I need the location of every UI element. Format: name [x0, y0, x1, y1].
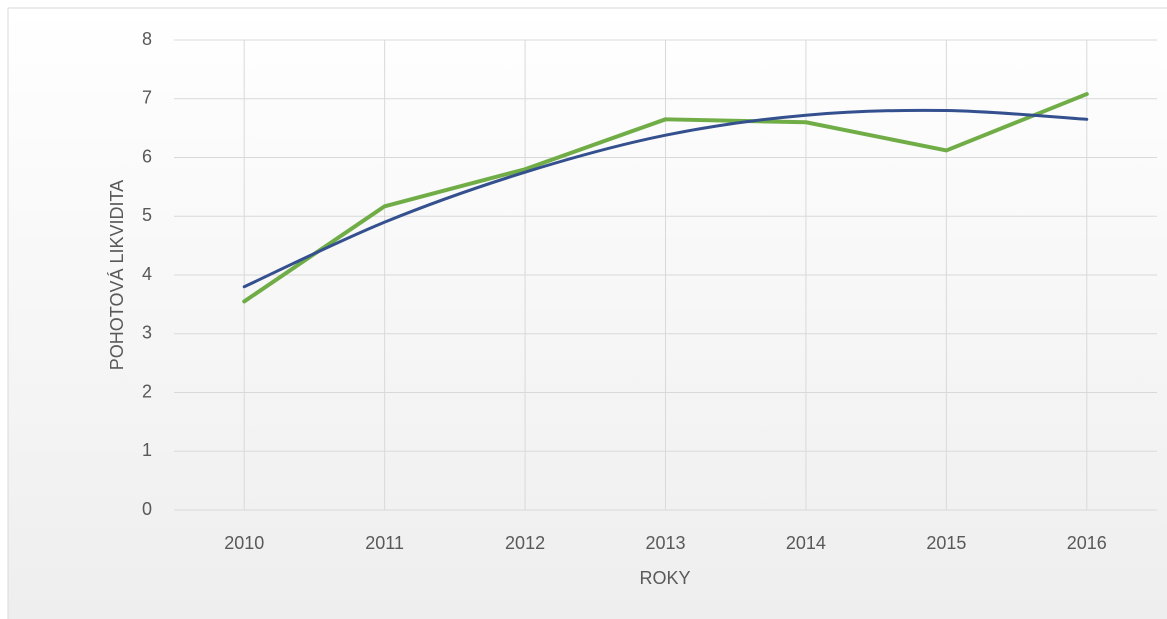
- y-tick-label: 1: [142, 440, 152, 460]
- series-line: [242, 92, 1089, 304]
- series-line: [242, 108, 1089, 289]
- y-tick-label: 3: [142, 323, 152, 343]
- x-tick-label: 2014: [786, 533, 826, 553]
- y-tick-label: 8: [142, 29, 152, 49]
- x-tick-label: 2011: [365, 533, 404, 553]
- y-tick-label: 2: [142, 381, 152, 401]
- y-tick-label: 5: [142, 205, 152, 225]
- x-tick-label: 2016: [1067, 533, 1107, 553]
- x-axis-title: ROKY: [639, 568, 690, 588]
- x-tick-label: 2013: [645, 533, 685, 553]
- chart-area: [8, 8, 1167, 619]
- y-tick-label: 0: [142, 499, 152, 519]
- x-tick-label: 2012: [505, 533, 545, 553]
- y-tick-label: 4: [142, 264, 152, 284]
- x-tick-label: 2015: [926, 533, 966, 553]
- x-tick-label: 2010: [224, 533, 264, 553]
- y-tick-label: 6: [142, 146, 152, 166]
- y-axis-title: POHOTOVÁ LIKVIDITA: [107, 180, 127, 370]
- y-tick-label: 7: [142, 88, 152, 108]
